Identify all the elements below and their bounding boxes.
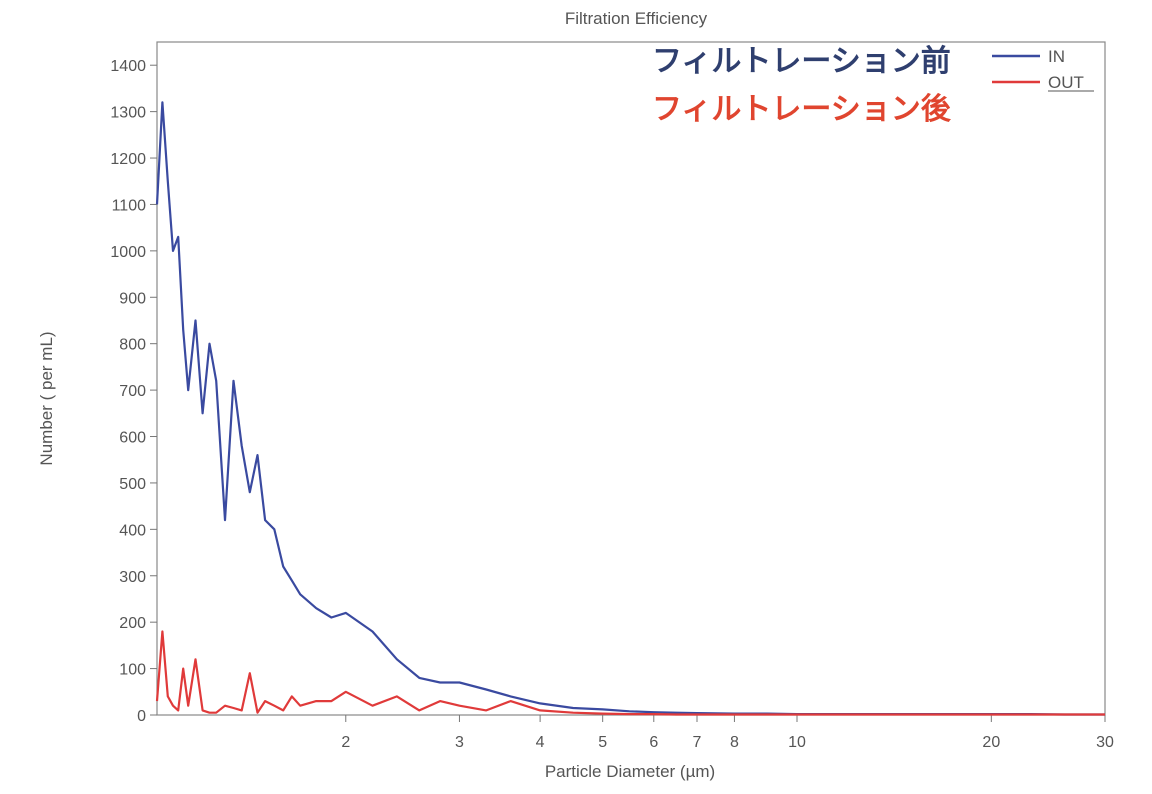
y-tick-label: 700 bbox=[119, 383, 146, 400]
y-tick-label: 0 bbox=[137, 708, 146, 725]
x-tick-label: 7 bbox=[693, 734, 702, 751]
x-tick-label: 4 bbox=[536, 734, 545, 751]
y-tick-label: 100 bbox=[119, 662, 146, 679]
legend-label-in: IN bbox=[1048, 47, 1065, 66]
annotation-in: フィルトレーション前 bbox=[652, 44, 951, 79]
y-tick-label: 300 bbox=[119, 569, 146, 586]
series-line-out bbox=[155, 630, 1105, 716]
x-tick-label: 8 bbox=[730, 734, 739, 751]
y-tick-label: 500 bbox=[119, 476, 146, 493]
legend-label-out: OUT bbox=[1048, 73, 1084, 92]
y-tick-label: 1400 bbox=[110, 58, 146, 75]
y-tick-label: 1000 bbox=[110, 244, 146, 261]
x-tick-label: 5 bbox=[598, 734, 607, 751]
y-tick-label: 800 bbox=[119, 337, 146, 354]
y-axis-title: Number ( per mL) bbox=[37, 331, 56, 465]
y-tick-label: 1200 bbox=[110, 151, 146, 168]
x-axis-title: Particle Diameter (µm) bbox=[545, 762, 715, 781]
y-tick-label: 1100 bbox=[112, 197, 147, 214]
x-tick-label: 30 bbox=[1096, 734, 1114, 751]
chart-title: Filtration Efficiency bbox=[565, 9, 708, 28]
y-tick-label: 200 bbox=[119, 615, 146, 632]
x-tick-label: 20 bbox=[982, 734, 1000, 751]
y-tick-label: 900 bbox=[119, 290, 146, 307]
annotation-out: フィルトレーション後 bbox=[652, 92, 951, 127]
x-tick-label: 6 bbox=[649, 734, 658, 751]
y-tick-label: 400 bbox=[119, 522, 146, 539]
y-tick-label: 600 bbox=[119, 430, 146, 447]
series-line-in bbox=[155, 101, 1105, 716]
plot-frame bbox=[156, 41, 1106, 716]
x-tick-label: 10 bbox=[788, 734, 806, 751]
x-tick-label: 3 bbox=[455, 734, 464, 751]
x-tick-label: 2 bbox=[341, 734, 350, 751]
y-tick-label: 1300 bbox=[110, 105, 146, 122]
